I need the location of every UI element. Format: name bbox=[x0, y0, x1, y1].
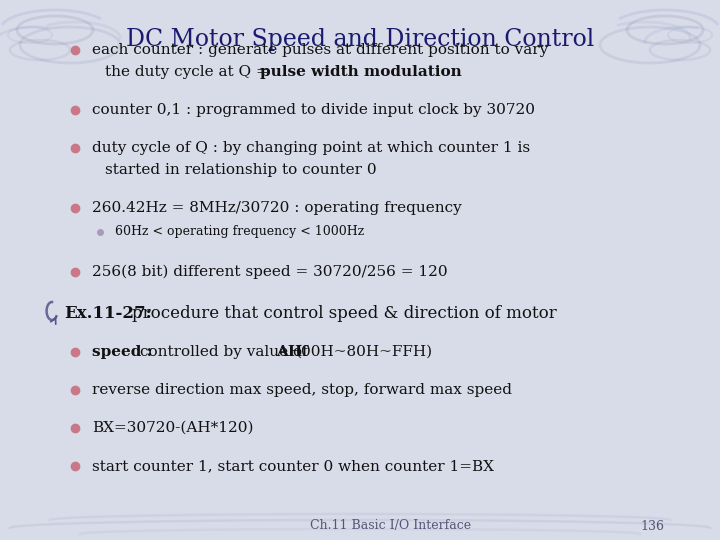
Text: controlled by value of: controlled by value of bbox=[140, 345, 312, 359]
Text: each counter : generate pulses at different position to vary: each counter : generate pulses at differ… bbox=[92, 43, 548, 57]
Text: the duty cycle at Q =: the duty cycle at Q = bbox=[105, 65, 274, 79]
Text: started in relationship to counter 0: started in relationship to counter 0 bbox=[105, 163, 377, 177]
Text: reverse direction max speed, stop, forward max speed: reverse direction max speed, stop, forwa… bbox=[92, 383, 512, 397]
Text: procedure that control speed & direction of motor: procedure that control speed & direction… bbox=[132, 306, 557, 322]
Text: 60Hz < operating frequency < 1000Hz: 60Hz < operating frequency < 1000Hz bbox=[115, 226, 364, 239]
Text: duty cycle of Q : by changing point at which counter 1 is: duty cycle of Q : by changing point at w… bbox=[92, 141, 530, 155]
Text: speed :: speed : bbox=[92, 345, 158, 359]
Text: Ex.11-27:: Ex.11-27: bbox=[64, 306, 152, 322]
Text: DC Motor Speed and Direction Control: DC Motor Speed and Direction Control bbox=[126, 28, 594, 51]
Text: (00H~80H~FFH): (00H~80H~FFH) bbox=[296, 345, 433, 359]
Text: 136: 136 bbox=[640, 519, 664, 532]
Text: BX=30720-(AH*120): BX=30720-(AH*120) bbox=[92, 421, 253, 435]
Text: start counter 1, start counter 0 when counter 1=BX: start counter 1, start counter 0 when co… bbox=[92, 459, 494, 473]
Text: counter 0,1 : programmed to divide input clock by 30720: counter 0,1 : programmed to divide input… bbox=[92, 103, 535, 117]
Text: pulse width modulation: pulse width modulation bbox=[260, 65, 462, 79]
Text: 260.42Hz = 8MHz/30720 : operating frequency: 260.42Hz = 8MHz/30720 : operating freque… bbox=[92, 201, 462, 215]
Text: AH: AH bbox=[276, 345, 302, 359]
Text: Ch.11 Basic I/O Interface: Ch.11 Basic I/O Interface bbox=[310, 519, 471, 532]
Text: 256(8 bit) different speed = 30720/256 = 120: 256(8 bit) different speed = 30720/256 =… bbox=[92, 265, 448, 279]
